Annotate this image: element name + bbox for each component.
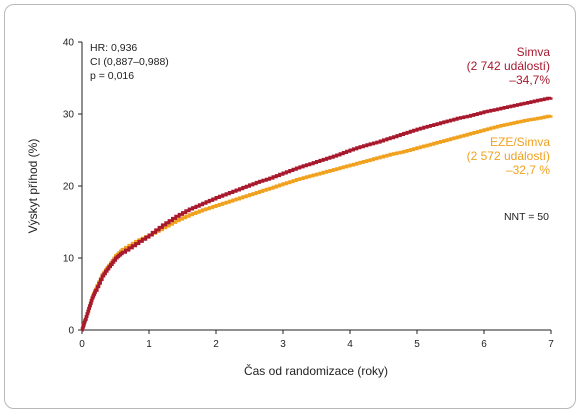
nnt-text: NNT = 50: [504, 211, 549, 223]
simva-label-line-2: (2 742 událostí): [467, 59, 550, 73]
eze-simva-label-line-1: EZE/Simva: [490, 135, 550, 149]
confidence-interval-text: CI (0,887–0,988): [90, 56, 169, 68]
simva-label-line-3: –34,7%: [509, 73, 550, 87]
eze-simva-series-line: [80, 114, 553, 332]
x-tick-label: 5: [414, 339, 420, 350]
x-tick-label: 1: [146, 339, 152, 350]
x-tick-label: 3: [280, 339, 286, 350]
simva-series-label: Simva (2 742 událostí) –34,7%: [467, 45, 551, 87]
x-tick-label: 7: [548, 339, 554, 350]
x-tick-label: 0: [79, 339, 85, 350]
p-value-text: p = 0,016: [90, 70, 134, 82]
eze-simva-label-line-2: (2 572 událostí): [467, 149, 550, 163]
chart-frame: [4, 4, 576, 409]
hazard-ratio-text: HR: 0,936: [90, 42, 137, 54]
y-tick-label: 40: [63, 38, 75, 49]
eze-simva-label-line-3: –32,7 %: [506, 163, 550, 177]
simva-series-line: [80, 96, 553, 332]
y-tick-label: 10: [63, 254, 75, 265]
simva-label-line-1: Simva: [517, 45, 551, 59]
eze-simva-series-label: EZE/Simva (2 572 událostí) –32,7 %: [467, 135, 551, 177]
x-axis-label: Čas od randomizace (roky): [244, 363, 388, 378]
x-tick-label: 2: [213, 339, 219, 350]
x-tick-label: 6: [481, 339, 487, 350]
y-tick-label: 20: [63, 182, 75, 193]
x-tick-label: 4: [347, 339, 353, 350]
y-axis-label: Výskyt příhod (%): [26, 139, 40, 234]
y-tick-label: 0: [68, 326, 74, 337]
y-tick-label: 30: [63, 110, 75, 121]
